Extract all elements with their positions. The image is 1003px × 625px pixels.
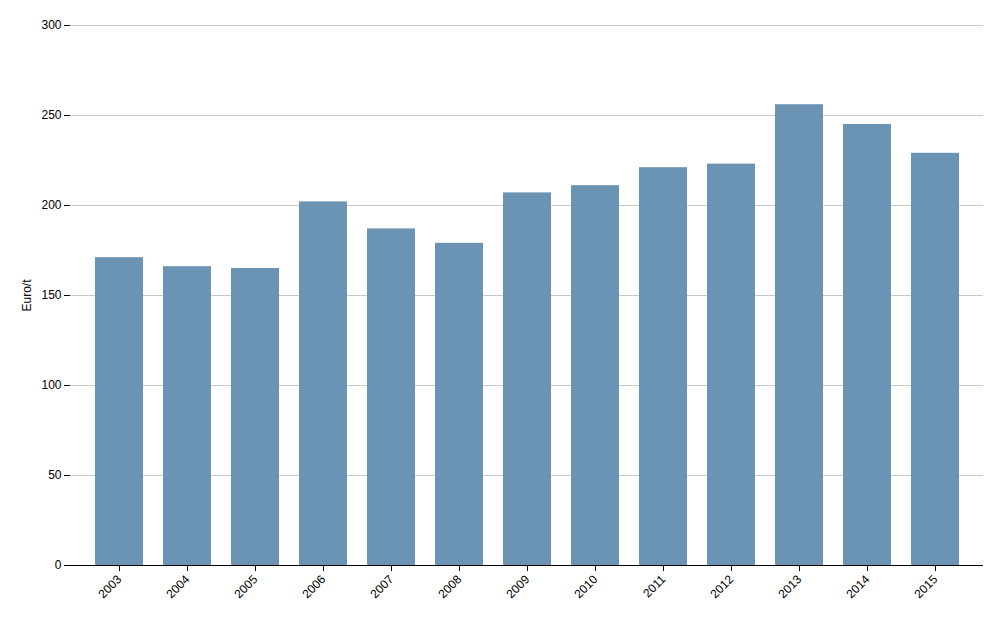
svg-text:2003: 2003 [96,572,125,601]
svg-text:2013: 2013 [776,572,805,601]
svg-text:2006: 2006 [300,572,329,601]
svg-text:2004: 2004 [164,572,193,601]
svg-text:2012: 2012 [708,572,737,601]
svg-text:2015: 2015 [912,572,941,601]
svg-text:2007: 2007 [368,572,397,601]
svg-text:2010: 2010 [572,572,601,601]
svg-text:2011: 2011 [640,572,668,600]
svg-text:50: 50 [48,468,62,482]
svg-text:2008: 2008 [436,572,465,601]
svg-text:100: 100 [41,378,61,392]
svg-text:Euro/t: Euro/t [20,279,34,312]
svg-text:2005: 2005 [232,572,261,601]
svg-text:150: 150 [41,288,61,302]
svg-text:300: 300 [41,18,61,32]
svg-text:0: 0 [55,558,62,572]
svg-text:2014: 2014 [844,572,873,601]
svg-text:250: 250 [41,108,61,122]
svg-text:2009: 2009 [504,572,533,601]
svg-text:200: 200 [41,198,61,212]
